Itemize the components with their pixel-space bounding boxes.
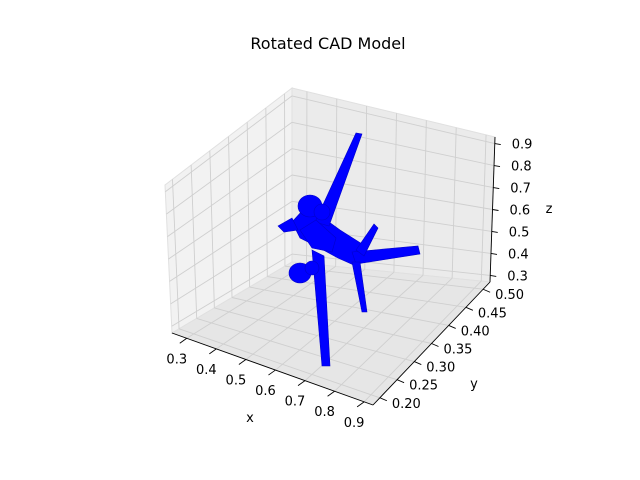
- y-tick-mark: [379, 397, 388, 402]
- x-tick-mark: [179, 337, 188, 344]
- x-axis-label: x: [246, 411, 254, 426]
- z-tick-mark: [490, 252, 498, 255]
- model-nose: [277, 217, 299, 233]
- chart-title: Rotated CAD Model: [250, 34, 405, 53]
- x-tick-label: 0.7: [285, 395, 306, 410]
- z-tick-mark: [493, 187, 500, 189]
- x-tick-label: 0.5: [226, 373, 247, 388]
- x-tick-label: 0.6: [255, 384, 276, 399]
- y-tick-label: 0.30: [426, 361, 455, 376]
- z-tick-mark: [493, 165, 501, 168]
- z-tick-mark: [491, 231, 498, 233]
- z-tick-label: 0.4: [508, 247, 529, 262]
- x-axis-line: [171, 332, 374, 406]
- z-gridline-right-wall: [291, 148, 494, 188]
- model-wing-lower: [311, 249, 331, 367]
- z-gridline-right-wall: [291, 253, 491, 276]
- y-tick-mark: [396, 379, 405, 384]
- y-tick-mark: [431, 343, 439, 347]
- cad-model-mesh: [277, 132, 421, 367]
- model-tail-fin-lower: [351, 261, 368, 313]
- model-wing-upper: [314, 132, 363, 227]
- z-tick-label: 0.7: [510, 182, 531, 197]
- y-tick-label: 0.45: [478, 306, 507, 321]
- x-axis-ticks: 0.3 0.4 0.5 0.6 0.7 0.8 0.9: [166, 337, 365, 431]
- y-gridline-floor: [178, 328, 381, 399]
- z-gridline-left-wall: [171, 253, 293, 327]
- z-gridline-right-wall: [291, 121, 495, 167]
- y-axis-ticks: 0.20 0.25 0.30 0.35 0.40 0.45 0.50: [379, 288, 524, 412]
- z-tick-mark: [494, 143, 501, 146]
- z-gridline-left-wall: [168, 174, 293, 260]
- z-gridline-left-wall: [166, 121, 293, 215]
- z-tick-mark: [492, 209, 499, 211]
- z-gridline-right-wall: [291, 95, 495, 145]
- z-gridline-left-wall: [170, 227, 293, 305]
- y-gridline-floor: [231, 297, 432, 344]
- z-gridline-left-wall: [169, 200, 293, 282]
- y-tick-mark: [465, 306, 474, 311]
- z-tick-mark: [490, 274, 497, 277]
- z-gridline-left-wall: [165, 95, 293, 193]
- y-tick-label: 0.25: [409, 379, 438, 394]
- model-engine-lower-rear: [304, 260, 320, 276]
- x-tick-label: 0.9: [344, 416, 365, 431]
- z-tick-label: 0.5: [509, 225, 530, 240]
- y-tick-label: 0.40: [461, 324, 490, 339]
- x-tick-label: 0.8: [314, 405, 335, 420]
- y-tick-label: 0.35: [444, 343, 473, 358]
- z-tick-label: 0.9: [512, 138, 533, 153]
- z-tick-label: 0.6: [510, 204, 531, 219]
- y-tick-mark: [448, 324, 456, 329]
- y-gridline-floor: [249, 286, 449, 326]
- y-tick-label: 0.20: [392, 397, 421, 412]
- z-gridline-left-wall: [167, 148, 293, 237]
- model-stabilizer-right: [351, 245, 421, 265]
- y-tick-mark: [414, 361, 422, 366]
- x-tick-mark: [356, 401, 365, 408]
- y-gridline-floor: [214, 307, 415, 363]
- y-axis-label: y: [470, 377, 478, 392]
- y-gridline-floor: [196, 317, 398, 381]
- x-tick-mark: [297, 380, 306, 387]
- model-wing-root: [299, 219, 337, 253]
- model-engine-upper-rear: [313, 203, 331, 221]
- x-tick-label: 0.4: [196, 363, 217, 378]
- z-tick-label: 0.8: [511, 160, 532, 175]
- model-tail-fin-upper: [355, 223, 379, 257]
- x-tick-mark: [209, 348, 217, 355]
- z-gridline-right-wall: [291, 174, 493, 210]
- z-axis-label: z: [546, 202, 553, 217]
- z-tick-label: 0.3: [507, 269, 528, 284]
- y-tick-label: 0.50: [495, 288, 524, 303]
- x-tick-mark: [268, 369, 276, 376]
- x-tick-label: 0.3: [166, 352, 187, 367]
- z-axis-ticks: 0.3 0.4 0.5 0.6 0.7 0.8 0.9: [490, 138, 533, 284]
- y-tick-mark: [482, 288, 491, 293]
- x-tick-mark: [327, 390, 335, 397]
- x-tick-mark: [238, 359, 247, 365]
